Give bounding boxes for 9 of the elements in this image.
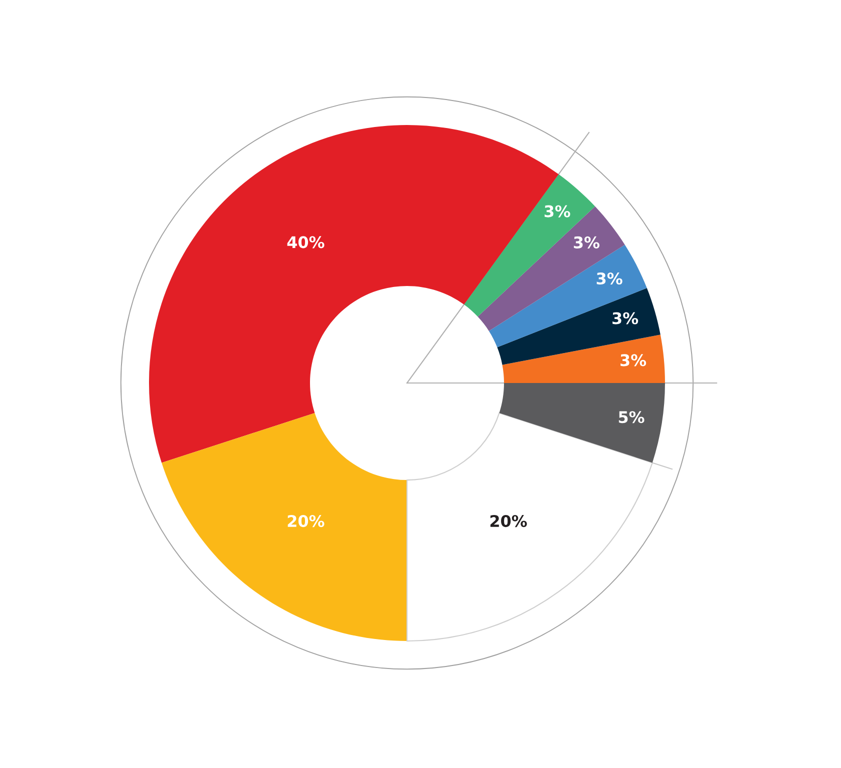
data-label: 3% <box>596 272 622 285</box>
data-label: 20% <box>490 514 527 528</box>
data-label: 3% <box>612 312 638 324</box>
data-label: 3% <box>574 236 600 248</box>
data-label: 5% <box>618 411 644 424</box>
data-label: 20% <box>288 514 324 528</box>
data-label: 3% <box>620 354 646 366</box>
data-label: 3% <box>544 205 570 218</box>
data-label: 40% <box>287 236 324 248</box>
